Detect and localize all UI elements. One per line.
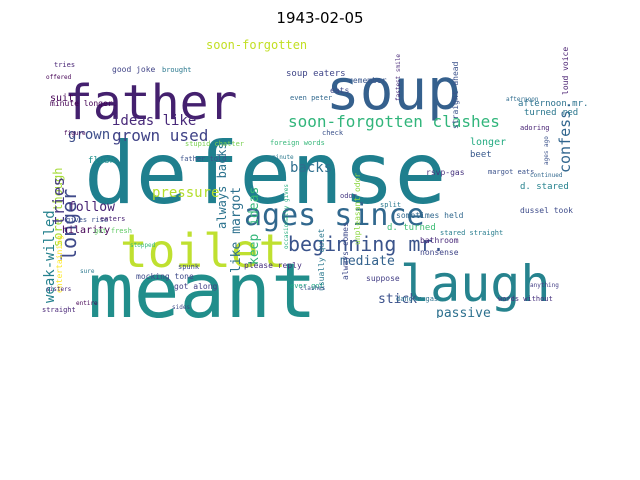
cloud-word: eats [330, 86, 349, 95]
cloud-word: fastest smile [395, 54, 402, 101]
cloud-word: figure [64, 130, 86, 137]
cloud-word: continued [530, 172, 563, 179]
cloud-word: spunk [178, 263, 200, 271]
cloud-word: stupid chatter [185, 140, 244, 148]
cloud-word: stared straight [440, 229, 503, 237]
cloud-word: mediate [340, 254, 395, 269]
cloud-word: straight [42, 306, 76, 314]
cloud-word: entire [76, 300, 98, 307]
cloud-word: ages since [244, 198, 425, 233]
cloud-word: words without [498, 295, 553, 303]
cloud-word: bathroom [420, 236, 459, 245]
cloud-word: suppose [366, 274, 400, 283]
cloud-word: loud voice [561, 47, 570, 95]
cloud-word: d. stared [520, 182, 569, 192]
cloud-word: father told [180, 155, 226, 163]
cloud-word: sometimes held [396, 211, 464, 220]
cloud-word: tries [54, 61, 75, 69]
cloud-word: split [380, 201, 401, 209]
cloud-word: minute [272, 154, 294, 161]
cloud-word: follow [68, 200, 115, 215]
cloud-word: always comes [341, 222, 350, 280]
cloud-word: longer [57, 189, 81, 261]
cloud-word: stick [378, 292, 417, 307]
cloud-word: mocking tone [136, 272, 194, 281]
cloud-word: beet [470, 150, 492, 160]
cloud-word: foreign words [270, 139, 325, 147]
cloud-word: grown [68, 127, 110, 143]
cloud-word: d. turned [387, 223, 436, 233]
cloud-word: tries [49, 177, 68, 225]
cloud-word: eaters [100, 215, 125, 223]
cloud-word: unpleasant odor [353, 173, 362, 245]
cloud-word: ideas like [112, 113, 196, 129]
cloud-word: offered [46, 74, 72, 81]
cloud-word: please reply [244, 261, 302, 270]
cloud-word: passive [436, 306, 491, 318]
cloud-word: soon-forgotten clashes [288, 112, 500, 131]
cloud-word: danger-gas [396, 295, 438, 303]
cloud-word: flush [88, 156, 115, 166]
cloud-word: ever got [290, 282, 324, 290]
cloud-word: afternoon [506, 96, 539, 103]
cloud-word: check [322, 129, 344, 137]
cloud-word: backs [290, 160, 332, 176]
cloud-word: straight ahead [451, 61, 460, 129]
cloud-word: entertaining [55, 235, 64, 293]
cloud-word: got fresh [94, 227, 132, 235]
cloud-word: sisters [46, 286, 72, 293]
cloud-word: gives rise [66, 216, 108, 224]
cloud-word: rsvp-gas [426, 168, 465, 177]
cloud-word: beginning mr. [288, 232, 445, 256]
cloud-word: sides [172, 304, 190, 311]
cloud-word: odor [340, 192, 357, 200]
cloud-word: even peter [290, 94, 332, 102]
cloud-word: suit [50, 93, 74, 104]
cloud-word: margot eats [488, 168, 534, 176]
cloud-word: grown used [112, 126, 208, 145]
cloud-word: toilet [120, 224, 286, 278]
cloud-word: confess. [556, 101, 574, 173]
cloud-word: usually quiet [317, 228, 326, 291]
cloud-word: remember [348, 76, 387, 85]
cloud-word: adoring [520, 124, 550, 132]
cloud-word: soup eaters [286, 69, 346, 79]
cloud-word: got along [174, 282, 218, 291]
cloud-word: father [64, 75, 237, 131]
cloud-word: meant [88, 246, 317, 318]
cloud-word: afternoon mr. [518, 99, 588, 109]
cloud-word: hilarity [62, 225, 110, 236]
cloud-word: stopped [130, 242, 156, 249]
cloud-word: laugh [400, 255, 551, 313]
cloud-word: pressure [152, 185, 219, 201]
cloud-word: clashes [300, 285, 326, 292]
cloud-word: sore though [51, 168, 65, 247]
cloud-word: ages ago [543, 136, 550, 165]
cloud-word: soup [326, 58, 461, 123]
cloud-word: minute longer. [50, 99, 117, 108]
cloud-word: keep ideas [247, 187, 262, 265]
cloud-word: always backs [215, 142, 229, 229]
cloud-word: like margot [229, 187, 244, 273]
cloud-word: turned red [524, 108, 578, 118]
cloud-word: good joke [112, 65, 156, 74]
cloud-word: dussel took [520, 206, 573, 215]
cloud-word: nonsense [420, 248, 459, 257]
cloud-word: anything [530, 282, 559, 289]
cloud-word: weak-willed [42, 210, 58, 303]
word-cloud: defense meant soup father toilet laugh ages si… [40, 35, 600, 318]
cloud-word: defense [84, 124, 446, 224]
cloud-word: longer [470, 137, 506, 148]
figure-title: 1943-02-05 [276, 9, 364, 27]
cloud-word: brought [162, 66, 192, 74]
cloud-word: sure [80, 268, 95, 275]
cloud-word: soon-forgotten [206, 38, 307, 52]
cloud-word: occasionally gives [283, 184, 290, 249]
